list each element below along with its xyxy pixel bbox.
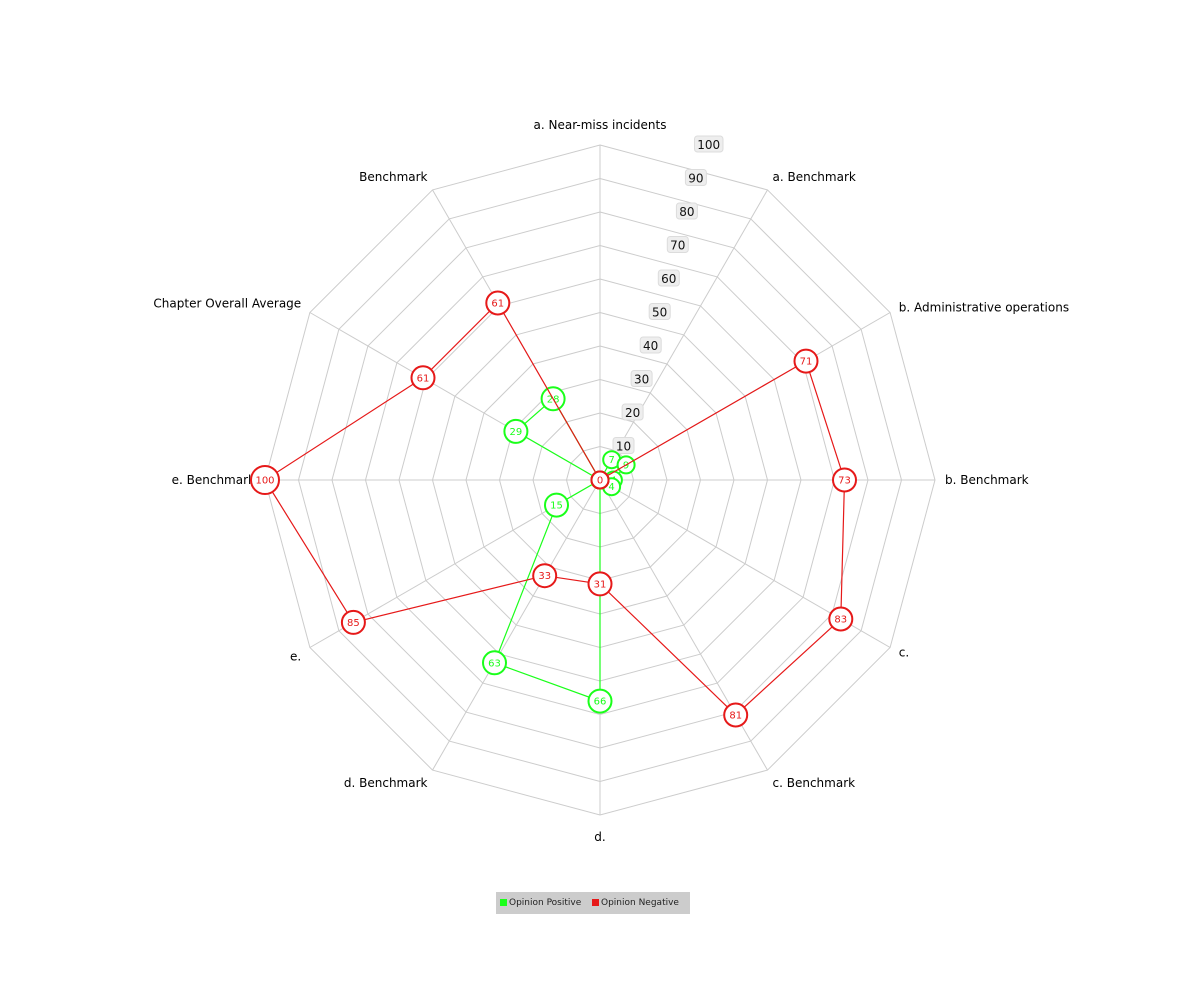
tick-label-30: 30: [634, 373, 649, 387]
data-point-opinion-positive-11: [503, 418, 529, 444]
series-opinion-negative: 00717383813133851006161: [250, 290, 857, 728]
tick-label-100: 100: [697, 138, 720, 152]
data-point-opinion-positive-8: [482, 650, 507, 676]
tick-label-10: 10: [616, 440, 631, 454]
tick-label-bg-40: [639, 336, 662, 354]
data-point-opinion-negative-2: [590, 470, 610, 490]
data-label-opinion-positive-9: 15: [550, 501, 563, 512]
grid-spoke-8: [432, 479, 601, 771]
data-point-opinion-negative-11: [410, 365, 436, 391]
axis-label-b-benchmark: b. Benchmark: [945, 473, 1029, 487]
data-label-opinion-negative-6: 81: [729, 711, 742, 722]
data-label-opinion-positive-7: 66: [594, 697, 607, 708]
data-point-opinion-negative-7: [587, 571, 613, 597]
axis-labels: a. Near-miss incidents a. Benchmark b. Adm…: [153, 118, 1069, 844]
tick-label-70: 70: [670, 239, 685, 253]
data-point-opinion-negative-10: [250, 465, 280, 495]
series-layer: 0794406663150292800717383813133851006161: [250, 290, 857, 728]
data-point-opinion-negative-5: [828, 606, 854, 632]
data-label-opinion-negative-12: 61: [491, 299, 504, 310]
legend-label-opinion-positive: Opinion Positive: [509, 898, 582, 908]
data-point-opinion-positive-7: [587, 688, 613, 714]
data-label-opinion-positive-5: 4: [608, 482, 614, 493]
tick-label-bg-80: [675, 202, 698, 220]
axis-label-c-benchmark: c. Benchmark: [773, 776, 856, 790]
axis-label-c: c.: [899, 646, 909, 660]
data-label-opinion-positive-2: 7: [609, 455, 615, 466]
axis-label-b-administrative-operations: b. Administrative operations: [899, 301, 1069, 315]
data-point-opinion-negative-6: [723, 702, 749, 728]
data-label-opinion-positive-3: 9: [623, 460, 629, 471]
data-label-opinion-negative-9: 85: [347, 618, 360, 629]
data-point-opinion-negative-12: [485, 290, 511, 316]
tick-label-60: 60: [661, 272, 676, 286]
tick-label-20: 20: [625, 406, 640, 420]
data-label-opinion-negative-2: 0: [597, 476, 603, 487]
data-point-opinion-negative-4: [832, 467, 857, 493]
grid-spoke-6: [599, 479, 768, 771]
tick-labels: 10 20 30 40 50 60 70 80 90 100: [612, 135, 724, 454]
grid-spoke-2: [599, 189, 768, 481]
axis-label-chapter-overall-average: Chapter Overall Average: [153, 297, 301, 311]
axis-label-a-benchmark: a. Benchmark: [773, 170, 856, 184]
data-label-opinion-negative-3: 71: [800, 357, 813, 368]
axis-label-benchmark: Benchmark: [359, 170, 427, 184]
data-label-opinion-negative-5: 83: [834, 615, 847, 626]
data-point-opinion-negative-3: [793, 348, 819, 374]
legend-swatch-opinion-positive: [500, 899, 507, 906]
tick-label-50: 50: [652, 306, 667, 320]
data-label-opinion-negative-7: 31: [594, 579, 607, 590]
legend-label-opinion-negative: Opinion Negative: [601, 898, 679, 908]
data-point-opinion-negative-8: [532, 563, 558, 589]
series-opinion-positive: 07944066631502928: [482, 386, 636, 714]
tick-label-40: 40: [643, 339, 658, 353]
series-line-opinion-positive: [493, 397, 628, 702]
axis-label-e-benchmark: e. Benchmark: [172, 473, 255, 487]
legend-swatch-opinion-negative: [592, 899, 599, 906]
tick-label-bg-20: [621, 403, 644, 421]
axis-label-d: d.: [594, 830, 605, 844]
axis-label-d-benchmark: d. Benchmark: [344, 776, 428, 790]
tick-label-bg-60: [657, 269, 680, 287]
data-label-opinion-negative-11: 61: [417, 373, 430, 384]
data-point-opinion-negative-9: [340, 609, 366, 635]
axis-label-e: e.: [290, 650, 301, 664]
data-label-opinion-negative-10: 100: [255, 476, 274, 487]
series-line-opinion-negative: [264, 302, 846, 716]
axis-label-a-near-miss-incidents: a. Near-miss incidents: [534, 118, 667, 132]
tick-label-bg-70: [666, 236, 689, 253]
data-label-opinion-negative-4: 73: [838, 476, 851, 487]
data-point-opinion-positive-9: [544, 492, 569, 518]
tick-label-bg-10: [612, 437, 635, 454]
tick-label-bg-50: [648, 303, 671, 320]
tick-label-80: 80: [679, 205, 694, 219]
chart-legend: Opinion Positive Opinion Negative: [496, 892, 690, 914]
data-label-opinion-positive-8: 63: [488, 658, 501, 669]
data-label-opinion-negative-8: 33: [538, 571, 551, 582]
tick-label-bg-100: [694, 135, 724, 153]
data-label-opinion-positive-11: 29: [510, 427, 523, 438]
tick-label-bg-30: [630, 370, 653, 387]
tick-label-90: 90: [688, 172, 703, 186]
tick-label-bg-90: [684, 169, 707, 186]
